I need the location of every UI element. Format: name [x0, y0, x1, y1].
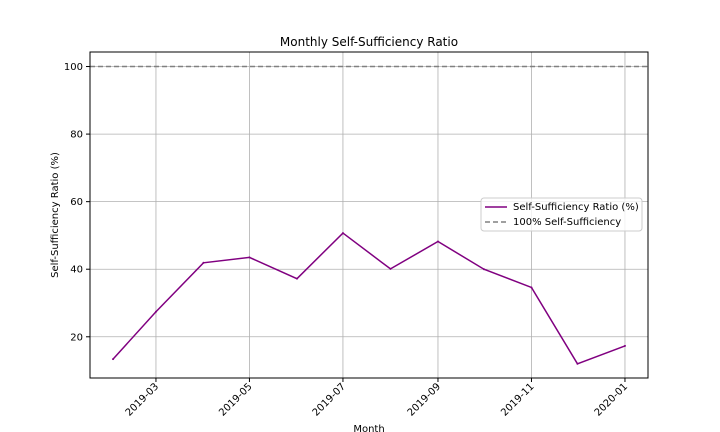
data-point: [154, 310, 157, 313]
data-point: [576, 362, 579, 365]
x-tick-label: 2019-03: [124, 381, 161, 418]
series-layer: [112, 232, 626, 365]
x-tick-label: 2019-11: [499, 381, 536, 418]
data-point: [295, 277, 298, 280]
chart-title: Monthly Self-Sufficiency Ratio: [280, 35, 458, 49]
legend-label-reference: 100% Self-Sufficiency: [513, 217, 621, 228]
data-point: [436, 240, 439, 243]
data-point: [112, 358, 115, 361]
x-tick-label: 2019-05: [217, 381, 254, 418]
x-tick-label: 2019-07: [311, 381, 348, 418]
x-tick-label: 2020-01: [593, 381, 630, 418]
y-tick-label: 100: [64, 62, 83, 73]
data-point: [530, 286, 533, 289]
y-tick-label: 20: [70, 332, 83, 343]
data-point: [623, 344, 626, 347]
plot-area: [89, 51, 649, 379]
y-tick-label: 60: [70, 197, 83, 208]
data-point: [248, 256, 251, 259]
data-point: [341, 232, 344, 235]
y-axis-label: Self-Sufficiency Ratio (%): [50, 152, 61, 278]
y-axis-ticks: 20 40 60 80 100: [64, 62, 90, 343]
legend: Self-Sufficiency Ratio (%) 100% Self-Suf…: [480, 197, 643, 232]
x-tick-label: 2019-09: [406, 381, 443, 418]
series-line-ratio: [112, 232, 626, 365]
legend-label-ratio: Self-Sufficiency Ratio (%): [513, 202, 639, 213]
x-axis-label: Month: [353, 424, 384, 432]
data-point: [202, 261, 205, 264]
data-point: [389, 267, 392, 270]
y-tick-label: 80: [70, 130, 83, 141]
x-axis-ticks: 2019-03 2019-05 2019-07 2019-09 2019-11 2020-…: [124, 378, 630, 419]
y-tick-label: 40: [70, 265, 83, 276]
legend-box: [480, 197, 643, 232]
data-point: [482, 268, 485, 271]
